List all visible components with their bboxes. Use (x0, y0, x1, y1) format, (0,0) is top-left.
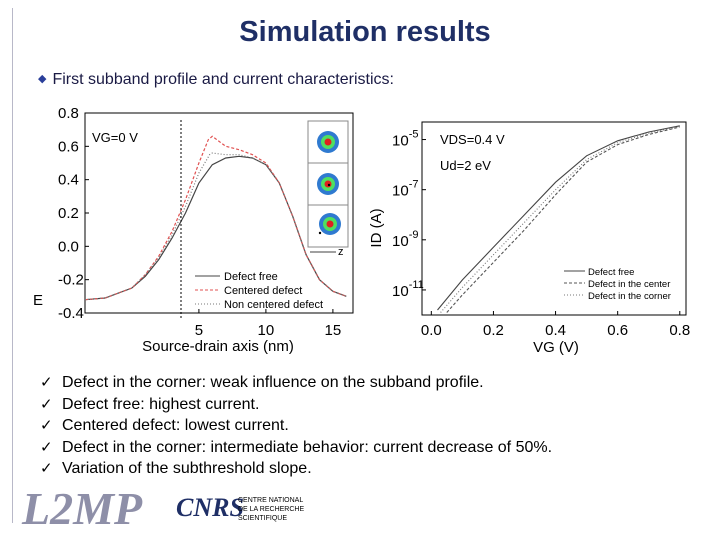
chart2-xtick-label: 0.4 (545, 322, 566, 339)
subtitle-text: First subband profile and current charac… (52, 71, 394, 88)
diamond-bullet-icon: ◆ (38, 73, 47, 85)
conclusion-text: Variation of the subthreshold slope. (62, 460, 312, 477)
inset-blob-3-core (326, 220, 334, 228)
chart1-inset: z (307, 120, 349, 258)
inset-blob-1-core (324, 138, 332, 146)
slide-subtitle: ◆ First subband profile and current chara… (38, 71, 394, 89)
conclusion-item: ✓ Centered defect: lowest current. (40, 415, 552, 437)
chart2-ylabel: ID (A) (368, 208, 385, 247)
l2mp-logo: L2MP (21, 483, 143, 534)
chart1-ytick-label: 0.6 (58, 138, 79, 155)
chart2-series-1 (446, 126, 680, 313)
chart1-legend: Defect free Centered defect Non centered… (195, 271, 323, 311)
conclusion-text: Defect in the corner: weak influence on … (62, 374, 484, 391)
chart1-xlabel: Source-drain axis (nm) (142, 338, 294, 355)
logo-footer: L2MP CNRS CENTRE NATIONAL DE LA RECHERCH… (21, 483, 304, 534)
chart2-legend: Defect free Defect in the center Defect … (564, 267, 671, 302)
chart1-ytick-label: -0.4 (58, 305, 84, 322)
chart2-series-2 (440, 125, 680, 313)
chart2-annotation-ud: Ud=2 eV (440, 158, 491, 173)
chart2-xtick-label: 0.6 (607, 322, 628, 339)
chart1-series-1 (84, 135, 347, 301)
chart2-ytick-label: 10-9 (392, 229, 418, 250)
check-icon: ✓ (40, 460, 53, 477)
chart2-xtick-label: 0.2 (483, 322, 504, 339)
check-icon: ✓ (40, 395, 53, 413)
conclusion-list: ✓ Defect in the corner: weak influence on… (40, 372, 552, 480)
chart2-xlabel: VG (V) (533, 339, 579, 356)
chart1-xtick-label: 5 (195, 322, 203, 339)
chart1-ytick-label: 0.4 (58, 172, 79, 189)
chart1-ylabel: E (33, 292, 43, 309)
chart2-series-0 (437, 125, 680, 311)
check-icon: ✓ (40, 374, 53, 391)
cnrs-logo-text: CNRS (176, 493, 244, 522)
chart1-ytick-label: 0.2 (58, 205, 79, 222)
legend2-label-0: Defect free (588, 267, 634, 278)
legend1-label-0: Defect free (224, 271, 278, 283)
cnrs-line-2: DE LA RECHERCHE (238, 506, 304, 513)
l2mp-logo-text: L2MP (21, 483, 143, 534)
legend2-label-2: Defect in the corner (588, 291, 671, 302)
chart1-xtick-label: 15 (325, 322, 342, 339)
chart1-ytick-label: -0.2 (58, 272, 84, 289)
cnrs-line-1: CENTRE NATIONAL (238, 497, 303, 504)
conclusion-item: ✓ Defect in the corner: weak influence on… (40, 372, 552, 394)
chart2-annotation-vds: VDS=0.4 V (440, 132, 505, 147)
inset-z-label: z (338, 246, 344, 258)
slide-title: Simulation results (239, 16, 491, 48)
chart2-ytick-label: 10-11 (392, 279, 424, 300)
cnrs-line-3: SCIENTIFIQUE (238, 515, 287, 522)
conclusion-item: ✓ Variation of the subthreshold slope. (40, 458, 552, 480)
cnrs-logo: CNRS CENTRE NATIONAL DE LA RECHERCHE SCI… (176, 493, 304, 522)
chart2-ytick-label: 10-5 (392, 129, 418, 150)
legend2-label-1: Defect in the center (588, 279, 670, 290)
legend1-label-1: Centered defect (224, 285, 302, 297)
conclusion-text: Defect in the corner: intermediate behav… (62, 438, 553, 456)
conclusion-item: ✓ Defect in the corner: intermediate beha… (40, 437, 552, 459)
conclusion-text: Defect free: highest current. (62, 395, 260, 413)
inset-corner-dot (318, 231, 322, 235)
inset-defect-dot (327, 183, 331, 187)
conclusion-text: Centered defect: lowest current. (62, 417, 289, 434)
chart1-ytick-label: 0.8 (58, 105, 79, 122)
conclusion-item: ✓ Defect free: highest current. (40, 394, 552, 416)
chart2-xtick-label: 0.8 (669, 322, 690, 339)
chart2-ytick-label: 10-7 (392, 179, 418, 200)
legend1-label-2: Non centered defect (224, 299, 323, 311)
slide-left-rule (12, 8, 13, 523)
chart1-xtick-label: 10 (258, 322, 275, 339)
chart1-series-0 (84, 155, 347, 301)
chart1-annotation: VG=0 V (92, 130, 138, 145)
check-icon: ✓ (40, 438, 53, 456)
chart2-frame (421, 121, 687, 316)
chart1-ytick-label: 0.0 (58, 238, 79, 255)
check-icon: ✓ (40, 417, 53, 434)
chart2-xtick-label: 0.0 (421, 322, 442, 339)
